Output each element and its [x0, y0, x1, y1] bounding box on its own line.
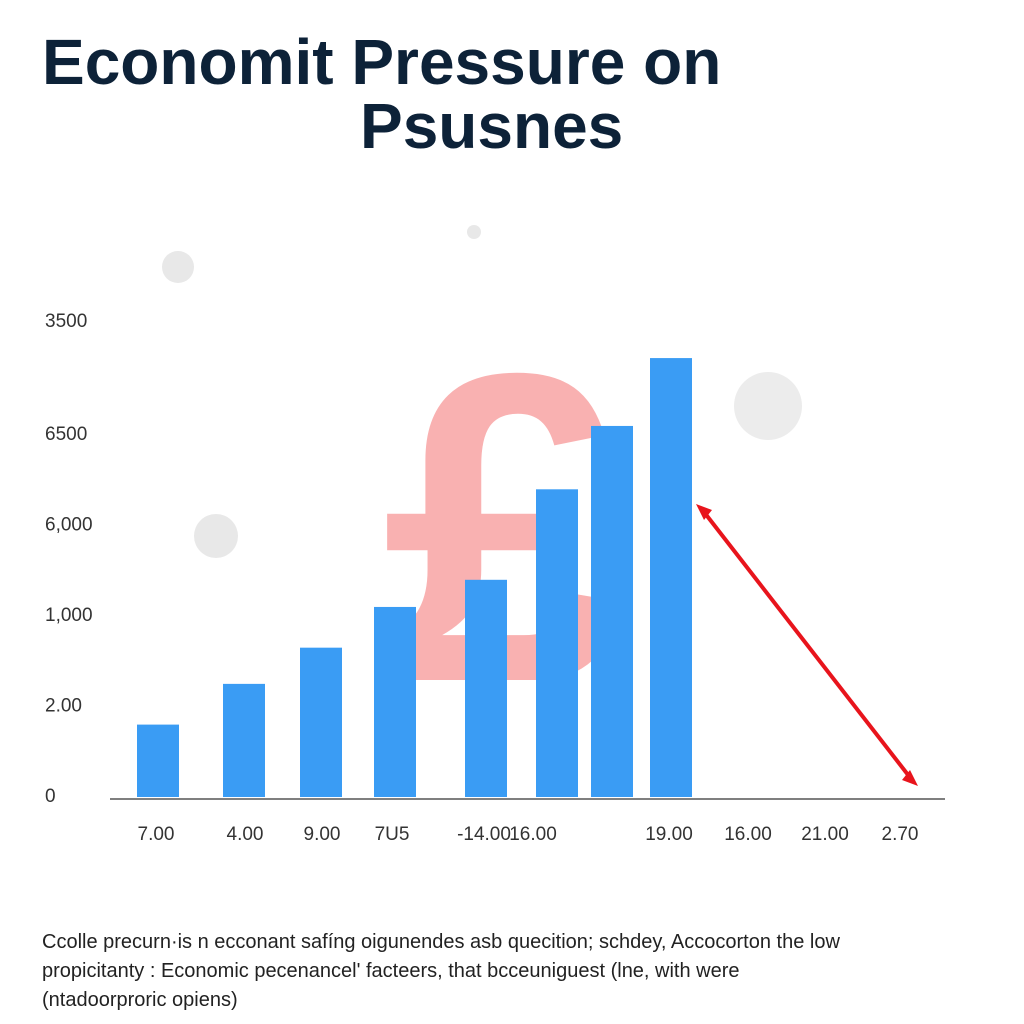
arrow-head — [902, 770, 918, 786]
y-tick-label: 6500 — [45, 424, 87, 445]
decor-circle — [162, 251, 194, 283]
bar — [300, 647, 342, 797]
decor-circle — [734, 372, 802, 440]
bar — [137, 724, 179, 797]
bar — [650, 358, 692, 797]
y-tick-label: 2.00 — [45, 696, 82, 717]
x-tick-label: 16.00 — [724, 824, 772, 845]
bar — [374, 606, 416, 797]
arrow-head — [696, 504, 712, 520]
x-tick-label: 9.00 — [304, 824, 341, 845]
decor-circle — [194, 514, 238, 558]
bar — [223, 683, 265, 797]
caption: Ccolle precurn·is n ecconant safíng oigu… — [42, 931, 840, 953]
decor-circle — [467, 225, 481, 239]
x-tick-label: 19.00 — [645, 824, 693, 845]
y-tick-label: 6,000 — [45, 515, 93, 536]
x-tick-label: 7.00 — [138, 824, 175, 845]
bar — [591, 425, 633, 797]
bar — [465, 579, 507, 797]
y-tick-label: 3500 — [45, 311, 87, 332]
x-tick-label: 16.00 — [509, 824, 557, 845]
chart-title: Economit Pressure on — [42, 26, 721, 98]
x-tick-label: 21.00 — [801, 824, 849, 845]
y-tick-label: 1,000 — [45, 605, 93, 626]
x-tick-label: -14.00 — [457, 824, 511, 845]
y-tick-label: 0 — [45, 786, 56, 807]
caption: (ntadoorproric opiens) — [42, 989, 238, 1011]
x-tick-label: 7U5 — [375, 824, 410, 845]
chart-title: Psusnes — [360, 90, 623, 162]
caption: propicitanty : Economic pecenancel' fact… — [42, 960, 740, 982]
bar — [536, 489, 578, 797]
x-tick-label: 2.70 — [882, 824, 919, 845]
trend-arrow — [702, 510, 914, 782]
plot: 0 2.00 1,000 6,000 6500 3500 7.00 4.00 9.00 7U5 -1… — [45, 311, 945, 845]
x-tick-label: 4.00 — [227, 824, 264, 845]
